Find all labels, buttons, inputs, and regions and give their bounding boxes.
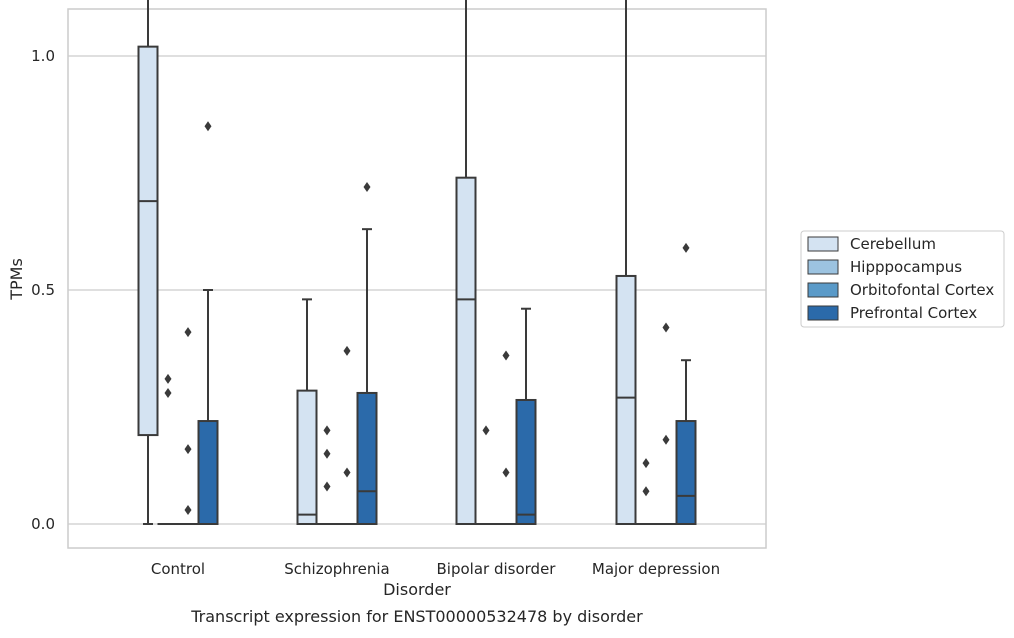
box-1-2 [477, 425, 496, 524]
y-axis-label: TPMs [7, 258, 26, 301]
legend-swatch [808, 283, 838, 297]
box-iqr [139, 47, 158, 435]
x-axis-ticks: Control Schizophrenia Bipolar disorder Majo… [151, 560, 720, 578]
box-0-0 [139, 0, 158, 524]
box-0-2 [457, 0, 476, 524]
box-iqr [517, 400, 536, 524]
box-iqr [358, 393, 377, 524]
outlier-point [185, 444, 192, 454]
box-0-3 [617, 0, 636, 524]
outlier-point [643, 486, 650, 496]
outlier-point [324, 425, 331, 435]
box-3-3 [677, 243, 696, 524]
chart-caption: Transcript expression for ENST0000053247… [190, 607, 643, 626]
y-tick-label: 1.0 [31, 47, 55, 65]
outlier-point [503, 351, 510, 361]
box-2-2 [497, 351, 516, 524]
x-tick-label: Schizophrenia [284, 560, 389, 578]
legend-swatch [808, 306, 838, 320]
box-3-2 [517, 309, 536, 524]
y-tick-label: 0.5 [31, 281, 55, 299]
box-2-3 [657, 322, 676, 524]
box-1-1 [318, 425, 337, 524]
box-iqr [199, 421, 218, 524]
gridlines [68, 0, 766, 524]
outlier-point [663, 435, 670, 445]
outlier-point [663, 322, 670, 332]
box-iqr [457, 178, 476, 524]
legend-label: Cerebellum [850, 235, 936, 253]
outlier-point [503, 468, 510, 478]
y-tick-label: 0.0 [31, 515, 55, 533]
box-3-0 [199, 121, 218, 524]
legend: Cerebellum Hipppocampus Orbitofontal Corte… [801, 231, 1004, 327]
outlier-point [165, 374, 172, 384]
legend-swatch [808, 260, 838, 274]
box-iqr [298, 391, 317, 524]
plot-frame [68, 9, 766, 548]
box-iqr [617, 276, 636, 524]
y-axis-ticks: 0.00.51.01.52.0 [31, 0, 55, 533]
outlier-point [344, 468, 351, 478]
box-3-1 [358, 182, 377, 524]
outlier-point [344, 346, 351, 356]
outlier-point [483, 425, 490, 435]
box-1-0 [159, 374, 178, 524]
x-tick-label: Control [151, 560, 205, 578]
outlier-point [643, 458, 650, 468]
outlier-point [324, 482, 331, 492]
legend-label: Orbitofontal Cortex [850, 281, 994, 299]
boxes [139, 0, 696, 524]
legend-label: Prefrontal Cortex [850, 304, 977, 322]
box-0-1 [298, 0, 317, 524]
x-tick-label: Bipolar disorder [437, 560, 557, 578]
outlier-point [185, 327, 192, 337]
legend-swatch [808, 237, 838, 251]
box-iqr [677, 421, 696, 524]
box-2-0 [179, 327, 198, 524]
x-axis-label: Disorder [383, 580, 451, 599]
outlier-point [683, 243, 690, 253]
outlier-point [185, 505, 192, 515]
box-2-1 [338, 346, 357, 524]
outlier-point [165, 388, 172, 398]
outlier-point [324, 449, 331, 459]
box-1-3 [637, 458, 656, 524]
legend-label: Hipppocampus [850, 258, 962, 276]
outlier-point [205, 121, 212, 131]
x-tick-label: Major depression [592, 560, 720, 578]
outlier-point [364, 182, 371, 192]
